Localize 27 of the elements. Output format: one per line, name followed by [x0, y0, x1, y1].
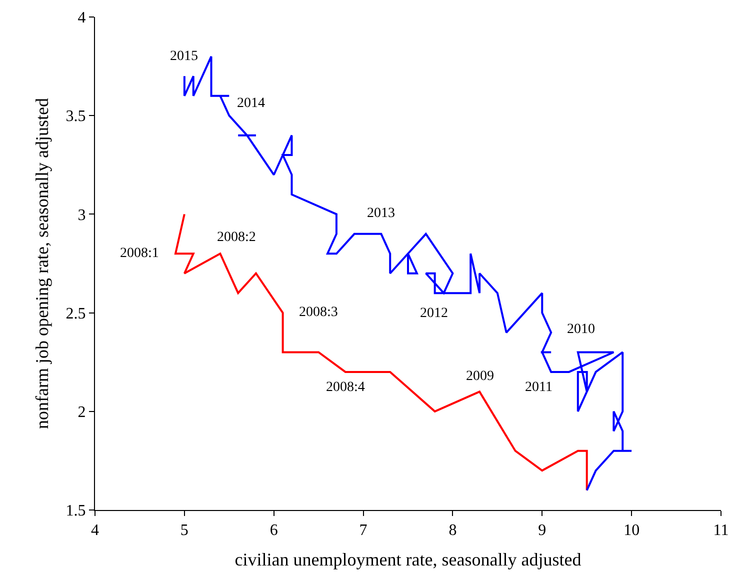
annotation: 2008:2	[217, 230, 256, 245]
y-axis-title: nonfarm job opening rate, seasonally adjusted	[32, 98, 52, 429]
y-tick-label: 3	[78, 206, 86, 224]
y-tick-label: 4	[78, 10, 86, 27]
x-tick-label: 5	[180, 522, 188, 540]
x-tick-label: 10	[624, 522, 640, 540]
annotation: 2015	[170, 49, 198, 64]
x-tick-label: 8	[448, 522, 457, 540]
annotation: 2008:3	[299, 305, 338, 320]
y-tick-label: 2	[78, 404, 86, 421]
x-tick-label: 9	[538, 522, 546, 540]
x-axis-title: civilian unemployment rate, seasonally adjusted	[234, 549, 582, 570]
x-tick-label: 7	[359, 522, 368, 540]
y-tick-label: 1.5	[66, 502, 86, 520]
annotation: 2011	[525, 380, 552, 395]
x-tick-label: 4	[91, 522, 99, 540]
annotation: 2009	[466, 369, 494, 384]
annotation: 2008:1	[120, 246, 159, 261]
annotation: 2013	[367, 206, 395, 221]
annotation: 2012	[420, 306, 448, 321]
y-tick-label: 2.5	[66, 305, 86, 322]
annotation: 2010	[567, 322, 595, 337]
annotation: 2008:4	[326, 380, 365, 395]
x-tick-label: 6	[270, 522, 278, 540]
y-tick-label: 3.5	[66, 108, 86, 126]
x-tick-label: 11	[713, 522, 729, 540]
annotation: 2014	[237, 96, 265, 111]
